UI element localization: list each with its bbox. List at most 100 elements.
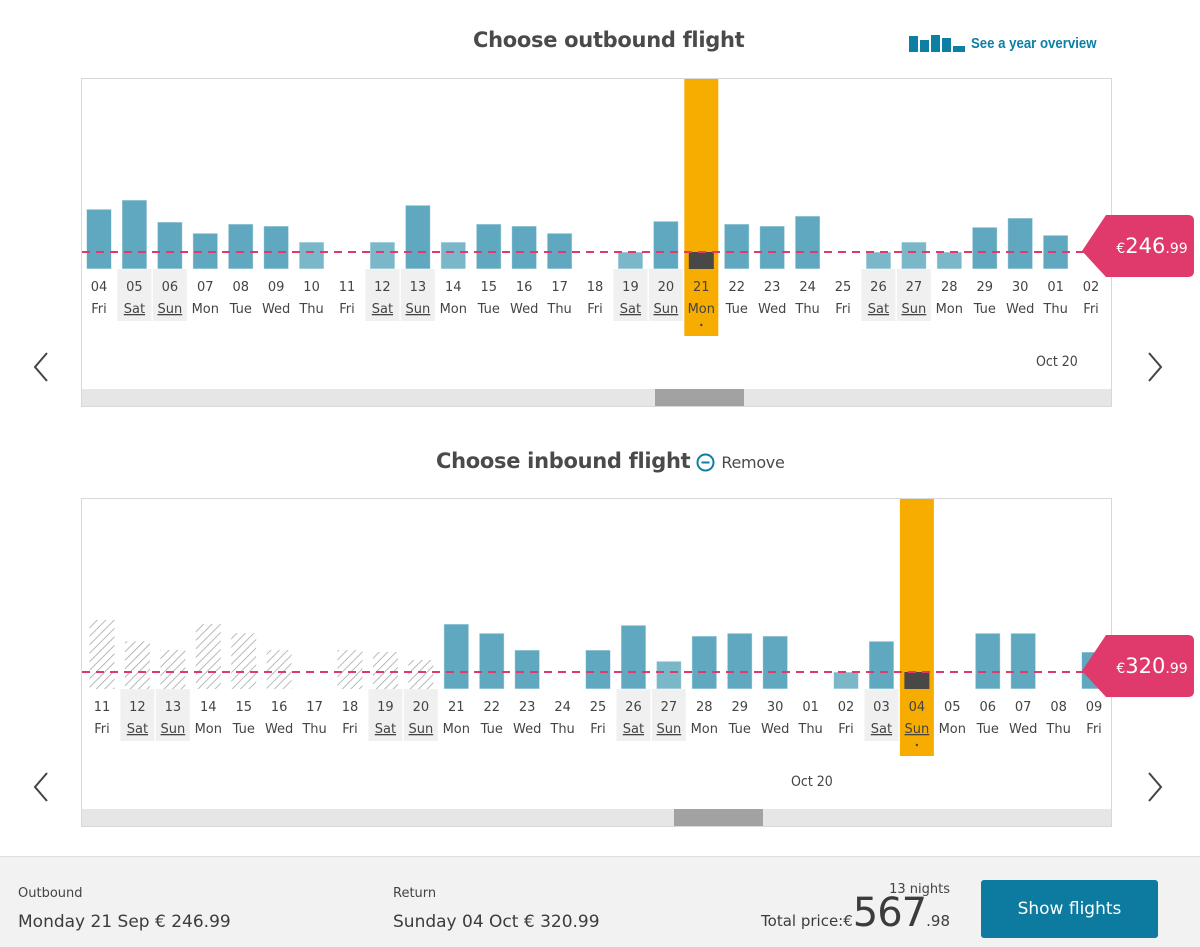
day-number-label[interactable]: 06 bbox=[162, 280, 179, 295]
weekday-label[interactable]: Wed bbox=[1006, 302, 1034, 317]
weekday-label[interactable]: Sat bbox=[127, 722, 148, 737]
day-number-label[interactable]: 28 bbox=[941, 280, 958, 295]
price-bar[interactable] bbox=[865, 251, 892, 270]
day-number-label[interactable]: 28 bbox=[696, 700, 713, 715]
outbound-scroll-thumb[interactable] bbox=[655, 389, 745, 406]
day-number-label[interactable]: 20 bbox=[413, 700, 430, 715]
day-number-label[interactable]: 29 bbox=[976, 280, 993, 295]
weekday-label[interactable]: Fri bbox=[838, 722, 854, 737]
bar-unavailable[interactable] bbox=[195, 623, 221, 689]
show-flights-button[interactable]: Show flights bbox=[981, 880, 1158, 938]
bar-unavailable[interactable] bbox=[231, 633, 257, 689]
weekday-label[interactable]: Tue bbox=[728, 722, 751, 737]
weekday-label[interactable]: Mon bbox=[688, 302, 715, 317]
price-bar[interactable] bbox=[475, 223, 502, 270]
day-number-label[interactable]: 22 bbox=[728, 280, 745, 295]
price-bar[interactable] bbox=[1010, 632, 1037, 690]
day-number-label[interactable]: 30 bbox=[1012, 280, 1029, 295]
price-bar[interactable] bbox=[440, 241, 467, 270]
price-bar[interactable] bbox=[726, 632, 753, 690]
weekday-label[interactable]: Fri bbox=[339, 302, 355, 317]
weekday-label[interactable]: Wed bbox=[513, 722, 541, 737]
day-number-label[interactable]: 02 bbox=[838, 700, 855, 715]
day-number-label[interactable]: 12 bbox=[129, 700, 146, 715]
inbound-next-arrow[interactable] bbox=[1140, 767, 1170, 807]
price-bar[interactable] bbox=[868, 640, 895, 690]
weekday-label[interactable]: Sun bbox=[157, 302, 182, 317]
price-bar[interactable] bbox=[971, 226, 998, 270]
price-bar[interactable] bbox=[617, 251, 644, 270]
day-number-label[interactable]: 27 bbox=[906, 280, 923, 295]
bar-unavailable[interactable] bbox=[408, 659, 434, 689]
day-number-label[interactable]: 21 bbox=[448, 700, 465, 715]
day-number-label[interactable]: 30 bbox=[767, 700, 784, 715]
day-number-label[interactable]: 20 bbox=[658, 280, 675, 295]
day-number-label[interactable]: 09 bbox=[268, 280, 285, 295]
weekday-label[interactable]: Wed bbox=[1009, 722, 1037, 737]
day-number-label[interactable]: 27 bbox=[661, 700, 678, 715]
inbound-scroll-thumb[interactable] bbox=[674, 809, 764, 826]
weekday-label[interactable]: Tue bbox=[725, 302, 748, 317]
day-number-label[interactable]: 06 bbox=[979, 700, 996, 715]
weekday-label[interactable]: Tue bbox=[973, 302, 996, 317]
weekday-label[interactable]: Sun bbox=[654, 302, 679, 317]
bar-unavailable[interactable] bbox=[160, 649, 186, 689]
day-number-label[interactable]: 16 bbox=[271, 700, 288, 715]
weekday-label[interactable]: Wed bbox=[761, 722, 789, 737]
day-number-label[interactable]: 07 bbox=[1015, 700, 1032, 715]
day-number-label[interactable]: 21 bbox=[693, 280, 710, 295]
selected-day-highlight[interactable] bbox=[684, 79, 719, 336]
weekday-label[interactable]: Thu bbox=[794, 302, 819, 317]
weekday-label[interactable]: Tue bbox=[976, 722, 999, 737]
remove-inbound-button[interactable]: Remove bbox=[696, 453, 785, 472]
weekday-label[interactable]: Fri bbox=[587, 302, 603, 317]
price-bar[interactable] bbox=[369, 241, 396, 270]
weekday-label[interactable]: Thu bbox=[549, 722, 574, 737]
price-bar[interactable] bbox=[974, 632, 1001, 690]
day-number-label[interactable]: 04 bbox=[909, 700, 926, 715]
day-number-label[interactable]: 24 bbox=[799, 280, 816, 295]
price-bar[interactable] bbox=[652, 220, 679, 270]
inbound-prev-arrow[interactable] bbox=[28, 767, 58, 807]
day-number-label[interactable]: 04 bbox=[91, 280, 108, 295]
weekday-label[interactable]: Thu bbox=[797, 722, 822, 737]
weekday-label[interactable]: Sun bbox=[905, 722, 930, 737]
weekday-label[interactable]: Fri bbox=[94, 722, 110, 737]
weekday-label[interactable]: Fri bbox=[342, 722, 358, 737]
price-bar[interactable] bbox=[900, 241, 927, 270]
bar-unavailable[interactable] bbox=[372, 651, 398, 689]
day-number-label[interactable]: 02 bbox=[1083, 280, 1100, 295]
day-number-label[interactable]: 23 bbox=[764, 280, 781, 295]
weekday-label[interactable]: Thu bbox=[1042, 302, 1067, 317]
price-bar[interactable] bbox=[121, 199, 148, 270]
price-bar[interactable] bbox=[404, 204, 431, 270]
day-number-label[interactable]: 25 bbox=[590, 700, 607, 715]
day-number-label[interactable]: 14 bbox=[200, 700, 217, 715]
price-bar[interactable] bbox=[227, 223, 254, 270]
weekday-label[interactable]: Thu bbox=[1045, 722, 1070, 737]
day-number-label[interactable]: 22 bbox=[483, 700, 500, 715]
price-bar[interactable] bbox=[263, 225, 290, 270]
weekday-label[interactable]: Sat bbox=[124, 302, 145, 317]
weekday-label[interactable]: Sat bbox=[868, 302, 889, 317]
price-bar[interactable] bbox=[936, 251, 963, 270]
price-bar[interactable] bbox=[794, 215, 821, 270]
day-number-label[interactable]: 11 bbox=[94, 700, 111, 715]
weekday-label[interactable]: Mon bbox=[939, 722, 966, 737]
day-number-label[interactable]: 09 bbox=[1086, 700, 1103, 715]
weekday-label[interactable]: Thu bbox=[301, 722, 326, 737]
weekday-label[interactable]: Sun bbox=[406, 302, 431, 317]
price-bar[interactable] bbox=[86, 208, 112, 270]
day-number-label[interactable]: 29 bbox=[731, 700, 748, 715]
price-bar[interactable] bbox=[723, 223, 750, 270]
weekday-label[interactable]: Fri bbox=[91, 302, 107, 317]
day-number-label[interactable]: 19 bbox=[377, 700, 394, 715]
weekday-label[interactable]: Mon bbox=[192, 302, 219, 317]
day-number-label[interactable]: 17 bbox=[306, 700, 323, 715]
day-number-label[interactable]: 08 bbox=[1050, 700, 1067, 715]
outbound-prev-arrow[interactable] bbox=[28, 347, 58, 387]
weekday-label[interactable]: Sat bbox=[623, 722, 644, 737]
price-bar[interactable] bbox=[443, 623, 470, 690]
price-bar[interactable] bbox=[655, 660, 682, 690]
weekday-label[interactable]: Sun bbox=[902, 302, 927, 317]
